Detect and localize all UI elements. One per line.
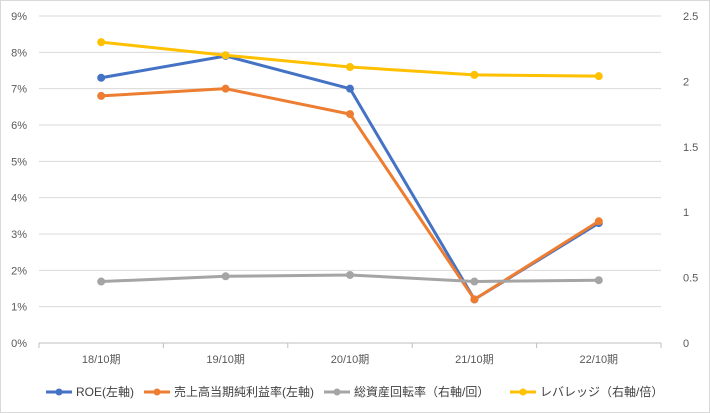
left-tick-label: 1% — [11, 302, 27, 314]
legend-marker — [519, 388, 527, 396]
series-line — [101, 40, 599, 78]
x-tick-label: 21/10期 — [455, 353, 494, 366]
left-tick-label: 6% — [11, 120, 27, 132]
data-point — [470, 295, 479, 304]
legend-label: 総資産回転率（右軸/回） — [354, 384, 489, 399]
right-axis-ticks: 0 0.5 1 1.5 2 2.5 — [683, 11, 698, 350]
right-tick-label: 2.5 — [683, 11, 698, 23]
data-point — [221, 51, 230, 60]
series-lines — [97, 38, 603, 304]
right-tick-label: 2 — [683, 76, 689, 88]
data-point — [97, 277, 106, 286]
left-tick-label: 4% — [11, 193, 27, 205]
right-tick-label: 0.5 — [683, 273, 698, 285]
x-tick-label: 20/10期 — [331, 353, 370, 366]
grid — [38, 15, 662, 348]
right-tick-label: 1 — [683, 207, 689, 219]
x-axis-ticks: 18/10期 19/10期 20/10期 21/10期 22/10期 — [82, 353, 618, 366]
data-point — [221, 272, 230, 281]
data-point — [470, 70, 479, 79]
legend-marker — [55, 388, 63, 396]
right-tick-label: 0 — [683, 338, 689, 350]
legend-marker — [153, 388, 161, 396]
legend-item: 売上高当期純利益率(左軸) — [144, 384, 314, 399]
data-point — [594, 276, 603, 285]
data-point — [97, 38, 106, 47]
data-point — [346, 270, 354, 279]
data-point — [594, 72, 603, 81]
left-tick-label: 0% — [11, 338, 27, 350]
left-axis-ticks: 0% 1% 2% 3% 4% 5% 6% 7% 8% 9% — [11, 11, 27, 350]
legend-marker — [333, 388, 341, 396]
legend-item: ROE(左軸) — [46, 384, 134, 399]
data-point — [346, 63, 354, 72]
series-line — [101, 87, 600, 301]
legend: ROE(左軸) 売上高当期純利益率(左軸) 総資産回転率（右軸/回） レバレッジ（右軸… — [46, 384, 663, 399]
data-point — [470, 277, 479, 286]
left-tick-label: 7% — [11, 84, 27, 96]
data-point — [346, 84, 354, 93]
series-2 — [97, 84, 603, 304]
x-tick-label: 22/10期 — [580, 353, 619, 366]
series-4 — [97, 38, 603, 81]
legend-item: 総資産回転率（右軸/回） — [324, 384, 489, 399]
legend-label: 売上高当期純利益率(左軸) — [174, 384, 314, 399]
right-tick-label: 1.5 — [683, 142, 698, 154]
legend-item: レバレッジ（右軸/倍） — [510, 384, 663, 399]
x-tick-label: 18/10期 — [82, 353, 121, 366]
data-point — [221, 84, 230, 93]
legend-label: レバレッジ（右軸/倍） — [540, 384, 663, 399]
left-tick-label: 2% — [11, 265, 27, 277]
data-point — [97, 73, 106, 82]
left-tick-label: 5% — [11, 156, 27, 168]
data-point — [594, 217, 603, 226]
left-tick-label: 8% — [11, 47, 27, 59]
data-point — [346, 110, 354, 119]
legend-label: ROE(左軸) — [76, 384, 134, 399]
left-tick-label: 9% — [11, 11, 27, 23]
data-point — [97, 91, 106, 100]
series-3 — [97, 270, 603, 286]
x-tick-label: 19/10期 — [206, 353, 245, 366]
left-tick-label: 3% — [11, 229, 27, 241]
